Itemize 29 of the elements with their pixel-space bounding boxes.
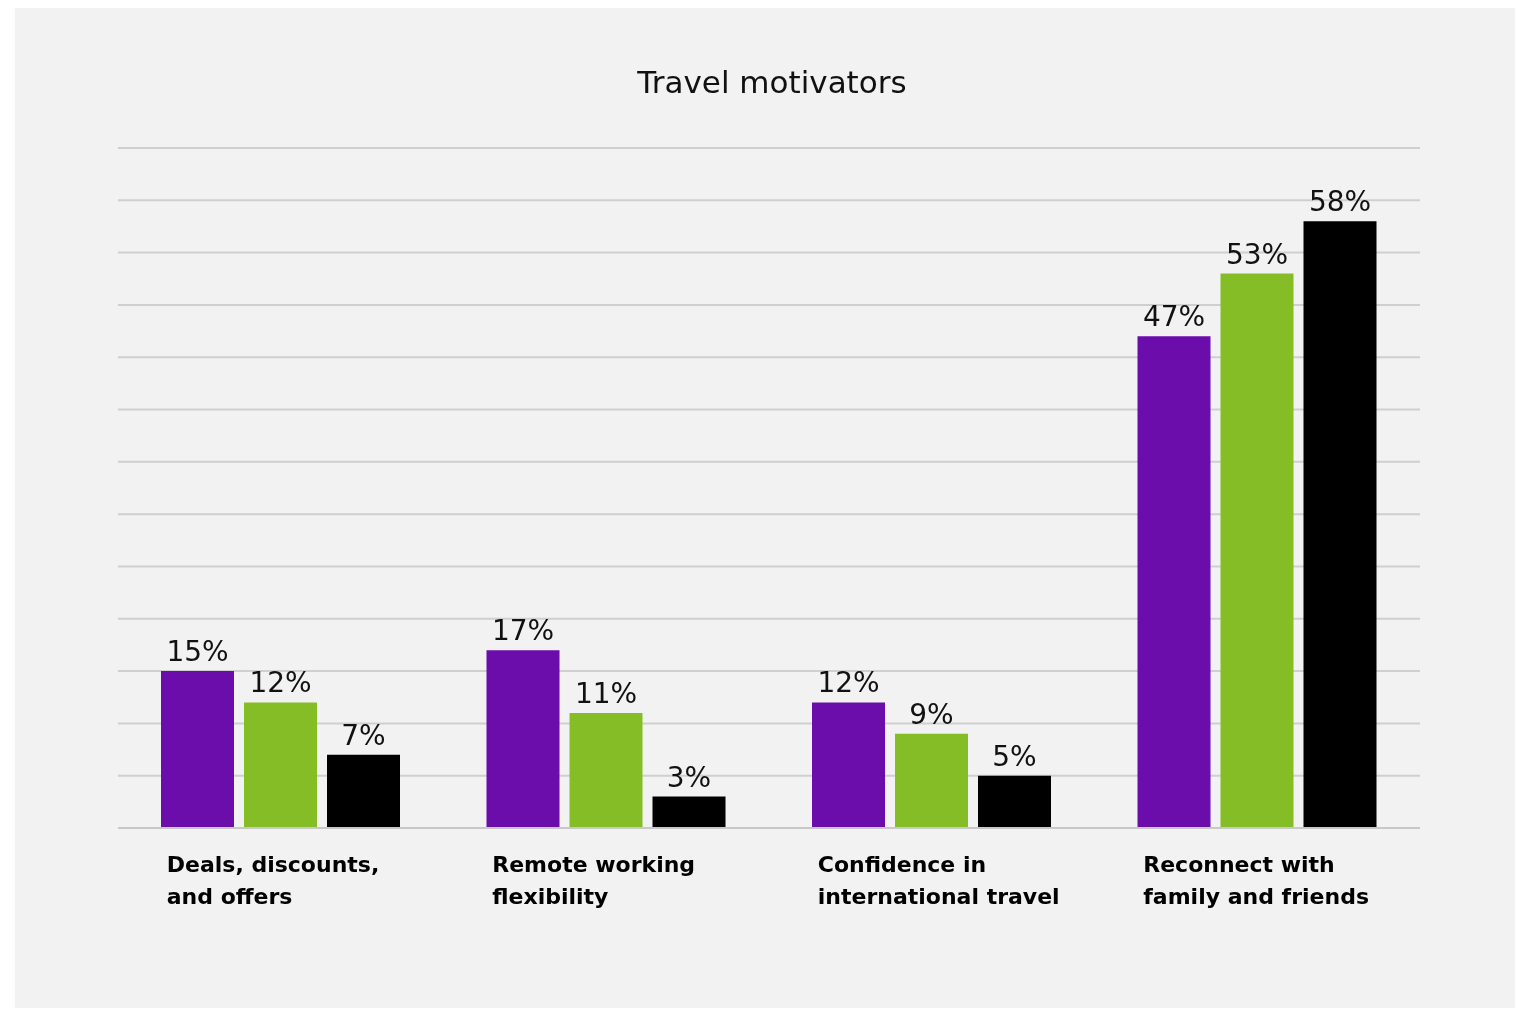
bar <box>812 702 885 828</box>
bar <box>1220 273 1294 828</box>
data-label: 5% <box>992 739 1037 773</box>
data-label: 47% <box>1142 300 1206 334</box>
bar <box>978 775 1051 828</box>
bar <box>1303 221 1377 828</box>
data-label: 3% <box>666 760 712 794</box>
x-tick-label: Remote working flexibility <box>492 852 696 909</box>
data-label: 12% <box>249 666 312 700</box>
bar <box>569 712 643 828</box>
bar <box>327 754 400 828</box>
data-label: 9% <box>909 697 954 731</box>
data-label: 15% <box>166 635 229 669</box>
chart-title: Travel motivators <box>636 64 908 100</box>
x-tick-label: Reconnect with family and friends <box>1143 852 1369 909</box>
bar <box>1137 336 1211 828</box>
bar <box>161 671 234 828</box>
data-label: 58% <box>1308 185 1372 219</box>
data-label: 12% <box>817 666 880 700</box>
data-label: 7% <box>341 718 386 752</box>
bar <box>652 796 726 828</box>
x-tick-label: Deals, discounts, and offers <box>166 852 380 909</box>
bar <box>486 650 560 828</box>
data-label: 17% <box>491 614 555 648</box>
x-tick-label: Confidence in international travel <box>817 852 1060 909</box>
bar <box>895 733 968 828</box>
bar <box>244 702 317 828</box>
data-label: 53% <box>1225 237 1289 271</box>
data-label: 11% <box>574 676 638 710</box>
